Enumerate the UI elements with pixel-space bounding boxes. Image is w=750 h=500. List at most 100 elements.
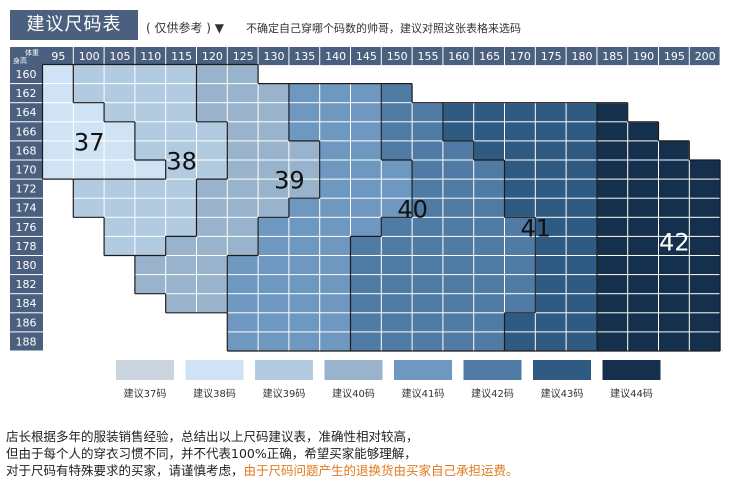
size-cell (197, 160, 227, 179)
height-header-cell (10, 275, 43, 294)
size-cell (166, 141, 196, 160)
weight-tick-label: 170 (510, 50, 531, 63)
size-cell (443, 236, 474, 255)
size-cell (443, 179, 474, 198)
weight-header-cell (197, 47, 227, 66)
size-cell (443, 294, 474, 313)
size-cell (166, 179, 196, 198)
size-cell (320, 84, 350, 103)
size-cell (566, 294, 597, 313)
size-cell (381, 236, 412, 255)
size-cell (135, 122, 166, 141)
notes-block: 店长根据多年的服装销售经验，总结出以上尺码建议表，准确性相对较高， 但由于每个人… (6, 428, 519, 479)
size-cell (474, 236, 504, 255)
weight-tick-label: 105 (110, 50, 131, 63)
size-cell (659, 256, 689, 275)
weight-header-cell (566, 47, 597, 66)
size-cell (381, 294, 412, 313)
size-cell (689, 160, 720, 179)
height-tick-label: 186 (16, 316, 37, 329)
size-cell (351, 313, 381, 332)
size-cell (412, 294, 443, 313)
size-cell (258, 236, 289, 255)
size-cell (104, 217, 135, 236)
weight-header-cell (659, 47, 689, 66)
weight-tick-label: 150 (387, 50, 408, 63)
size-cell (135, 141, 166, 160)
weight-header-cell (104, 47, 135, 66)
size-cell (135, 256, 166, 275)
size-cell (443, 141, 474, 160)
size-cell (320, 236, 350, 255)
weight-header-cell (412, 47, 443, 66)
size-cell (197, 179, 227, 198)
size-cell (505, 332, 535, 351)
size-cell (535, 141, 566, 160)
size-cell (197, 217, 227, 236)
size-cell (351, 84, 381, 103)
weight-header-cell (166, 47, 196, 66)
legend-label: 建议43码 (541, 387, 584, 400)
size-cell (104, 179, 135, 198)
size-cell (43, 160, 73, 179)
size-cell (43, 84, 73, 103)
size-cell (443, 198, 474, 217)
size-cell (659, 179, 689, 198)
size-cell (628, 332, 658, 351)
legend-label: 建议39码 (263, 387, 306, 400)
size-cell (320, 217, 350, 236)
height-tick-label: 188 (16, 335, 37, 348)
size-cell (505, 122, 535, 141)
size-cell (258, 332, 289, 351)
size-cell (320, 294, 350, 313)
legend-label: 建议42码 (471, 387, 514, 400)
size-cell (258, 313, 289, 332)
size-cell (320, 256, 350, 275)
size-cell (166, 294, 196, 313)
size-cell (597, 313, 628, 332)
size-cell (381, 84, 412, 103)
size-cell (566, 236, 597, 255)
size-cell (135, 65, 166, 84)
size-cell (381, 332, 412, 351)
size-cell (659, 217, 689, 236)
size-cell (320, 332, 350, 351)
legend-swatch (533, 360, 591, 380)
height-header-cell (10, 65, 43, 84)
size-cell (73, 160, 104, 179)
size-cell (443, 332, 474, 351)
size-cell (474, 122, 504, 141)
size-cell (474, 141, 504, 160)
size-cell (628, 236, 658, 255)
size-cell (412, 141, 443, 160)
size-cell (381, 122, 412, 141)
size-cell (443, 275, 474, 294)
size-cell (412, 256, 443, 275)
size-cell (351, 141, 381, 160)
size-cell (535, 332, 566, 351)
weight-tick-label: 165 (479, 50, 500, 63)
size-cell (412, 198, 443, 217)
size-cell (351, 103, 381, 122)
size-cell (381, 160, 412, 179)
height-tick-label: 168 (16, 144, 37, 157)
size-cell (381, 217, 412, 236)
size-cell (258, 294, 289, 313)
size-cell (474, 179, 504, 198)
height-header-cell (10, 179, 43, 198)
size-cell (289, 332, 320, 351)
size-cell (227, 160, 258, 179)
size-cell (289, 313, 320, 332)
size-cell (258, 103, 289, 122)
size-cell (566, 122, 597, 141)
height-header-cell (10, 141, 43, 160)
size-cell (412, 313, 443, 332)
size-cell (597, 141, 628, 160)
size-cell (227, 103, 258, 122)
weight-tick-label: 190 (633, 50, 654, 63)
size-cell (381, 313, 412, 332)
size-cell (197, 256, 227, 275)
size-cell (73, 84, 104, 103)
size-cell (535, 294, 566, 313)
weight-header-cell (43, 47, 73, 66)
